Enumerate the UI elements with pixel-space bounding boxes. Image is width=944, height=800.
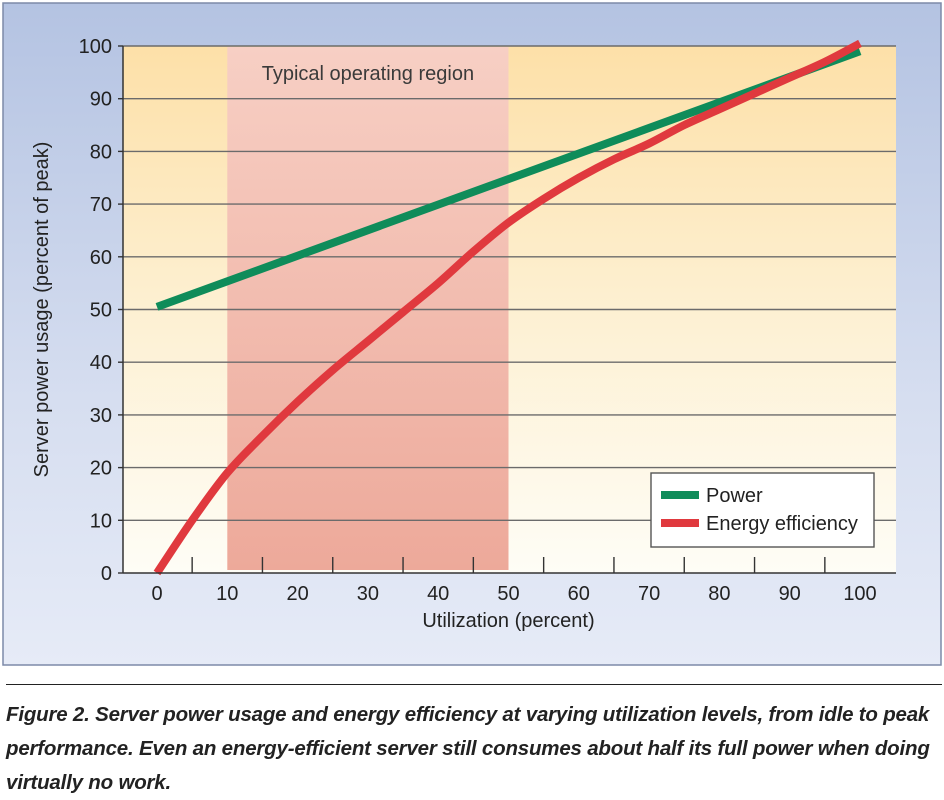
y-tick-label: 90 bbox=[90, 89, 112, 111]
y-tick-label: 20 bbox=[90, 458, 112, 480]
y-tick-label: 80 bbox=[90, 141, 112, 163]
legend-box bbox=[650, 472, 875, 548]
x-tick-label: 90 bbox=[779, 583, 801, 605]
y-tick-label: 30 bbox=[90, 405, 112, 427]
x-tick-label: 80 bbox=[708, 583, 730, 605]
figure-panel: Typical operating region 0 10 20 30 40 50 60 70… bbox=[2, 2, 942, 666]
x-tick-label: 0 bbox=[151, 583, 162, 605]
y-tick-label: 50 bbox=[90, 300, 112, 322]
x-tick-label: 10 bbox=[216, 583, 238, 605]
legend-label: Energy efficiency bbox=[706, 513, 858, 535]
y-tick-label: 10 bbox=[90, 510, 112, 532]
y-tick-label: 70 bbox=[90, 194, 112, 216]
y-tick-label: 40 bbox=[90, 352, 112, 374]
region-label: Typical operating region bbox=[262, 63, 474, 85]
y-tick-label: 100 bbox=[79, 36, 112, 58]
x-tick-label: 20 bbox=[286, 583, 308, 605]
x-axis-label: Utilization (percent) bbox=[422, 610, 594, 632]
caption-divider bbox=[6, 684, 942, 685]
x-tick-label: 100 bbox=[843, 583, 876, 605]
x-tick-label: 70 bbox=[638, 583, 660, 605]
y-axis-label: Server power usage (percent of peak) bbox=[31, 142, 53, 478]
x-tick-label: 60 bbox=[568, 583, 590, 605]
x-tick-label: 50 bbox=[497, 583, 519, 605]
typical-operating-region bbox=[227, 47, 509, 570]
legend-label: Power bbox=[706, 485, 763, 507]
y-tick-label: 60 bbox=[90, 247, 112, 269]
x-tick-label: 30 bbox=[357, 583, 379, 605]
figure-caption: Figure 2. Server power usage and energy … bbox=[6, 703, 930, 794]
series-line-power bbox=[155, 47, 862, 311]
y-tick-label: 0 bbox=[101, 563, 112, 585]
x-tick-label: 40 bbox=[427, 583, 449, 605]
series-line-energy-efficiency bbox=[153, 39, 862, 576]
